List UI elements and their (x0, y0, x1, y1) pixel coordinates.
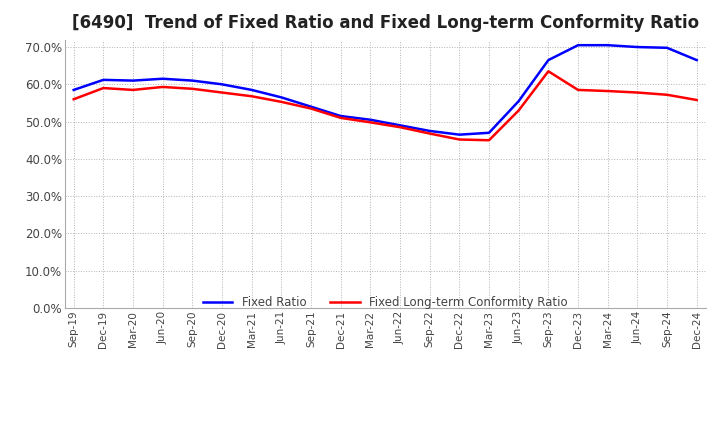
Fixed Ratio (158, 76, 167, 81)
Fixed Long-term Conformity Ratio (307, 106, 315, 111)
Fixed Ratio (217, 82, 226, 87)
Fixed Ratio (426, 128, 434, 134)
Fixed Long-term Conformity Ratio (574, 87, 582, 92)
Fixed Ratio (396, 123, 405, 128)
Fixed Ratio (544, 58, 553, 63)
Fixed Long-term Conformity Ratio (396, 125, 405, 130)
Fixed Ratio (277, 95, 286, 100)
Fixed Ratio (603, 43, 612, 48)
Fixed Ratio (366, 117, 374, 122)
Line: Fixed Ratio: Fixed Ratio (73, 45, 697, 135)
Fixed Long-term Conformity Ratio (99, 85, 108, 91)
Fixed Ratio (188, 78, 197, 83)
Fixed Long-term Conformity Ratio (217, 90, 226, 95)
Fixed Long-term Conformity Ratio (277, 99, 286, 104)
Fixed Ratio (69, 87, 78, 92)
Fixed Ratio (633, 44, 642, 50)
Fixed Long-term Conformity Ratio (693, 97, 701, 103)
Fixed Ratio (662, 45, 671, 51)
Fixed Long-term Conformity Ratio (455, 137, 464, 142)
Fixed Long-term Conformity Ratio (485, 138, 493, 143)
Fixed Ratio (485, 130, 493, 136)
Fixed Ratio (514, 99, 523, 104)
Fixed Ratio (129, 78, 138, 83)
Fixed Long-term Conformity Ratio (603, 88, 612, 94)
Fixed Long-term Conformity Ratio (633, 90, 642, 95)
Fixed Long-term Conformity Ratio (366, 120, 374, 125)
Fixed Ratio (99, 77, 108, 82)
Fixed Long-term Conformity Ratio (426, 131, 434, 136)
Fixed Ratio (248, 87, 256, 92)
Fixed Long-term Conformity Ratio (69, 97, 78, 102)
Fixed Long-term Conformity Ratio (514, 108, 523, 113)
Fixed Long-term Conformity Ratio (129, 87, 138, 92)
Fixed Ratio (574, 43, 582, 48)
Fixed Ratio (336, 114, 345, 119)
Fixed Long-term Conformity Ratio (336, 115, 345, 121)
Line: Fixed Long-term Conformity Ratio: Fixed Long-term Conformity Ratio (73, 71, 697, 140)
Legend: Fixed Ratio, Fixed Long-term Conformity Ratio: Fixed Ratio, Fixed Long-term Conformity … (198, 291, 572, 313)
Fixed Long-term Conformity Ratio (544, 69, 553, 74)
Fixed Ratio (307, 104, 315, 109)
Fixed Long-term Conformity Ratio (248, 94, 256, 99)
Fixed Ratio (693, 58, 701, 63)
Title: [6490]  Trend of Fixed Ratio and Fixed Long-term Conformity Ratio: [6490] Trend of Fixed Ratio and Fixed Lo… (71, 15, 699, 33)
Fixed Long-term Conformity Ratio (158, 84, 167, 90)
Fixed Ratio (455, 132, 464, 137)
Fixed Long-term Conformity Ratio (662, 92, 671, 97)
Fixed Long-term Conformity Ratio (188, 86, 197, 92)
